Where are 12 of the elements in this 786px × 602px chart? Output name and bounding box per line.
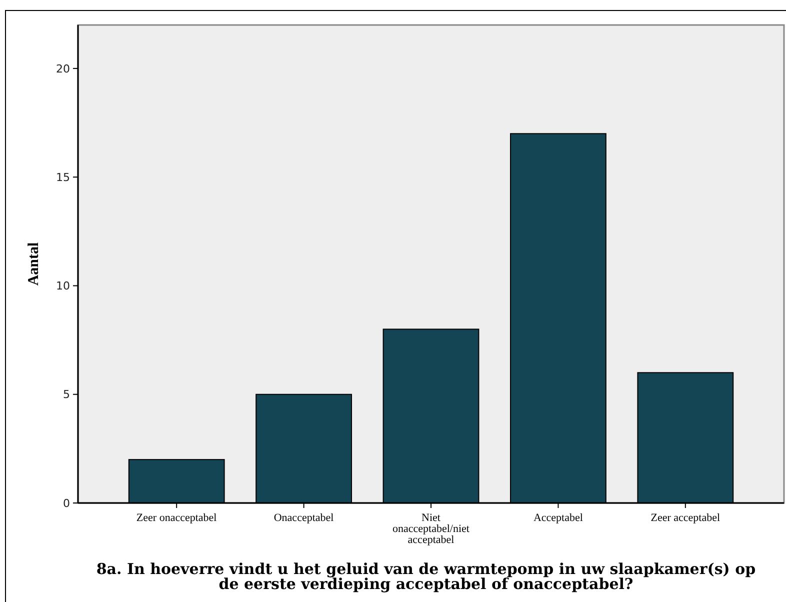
x-axis-title: 8a. In hoeverre vindt u het geluid van de warmtepomp in uw slaapkamer(s) op de eerste verdieping acceptabel of onacceptabel? <box>96 560 756 593</box>
y-axis-title: Aantal <box>26 242 42 286</box>
y-tick-label: 5 <box>63 388 70 402</box>
x-tick-label: Zeer acceptabel <box>650 512 720 524</box>
y-tick-label: 10 <box>56 280 70 293</box>
x-tick-label: Onacceptabel <box>274 512 334 524</box>
y-tick-label: 15 <box>56 170 70 184</box>
x-tick-label: Zeer onacceptabel <box>136 512 217 524</box>
x-tick-label: Acceptabel <box>533 512 583 524</box>
y-tick-label: 0 <box>63 496 70 510</box>
x-tick-label: Niet onacceptabel/niet acceptabel <box>392 512 470 546</box>
y-tick-label: 20 <box>56 62 70 76</box>
